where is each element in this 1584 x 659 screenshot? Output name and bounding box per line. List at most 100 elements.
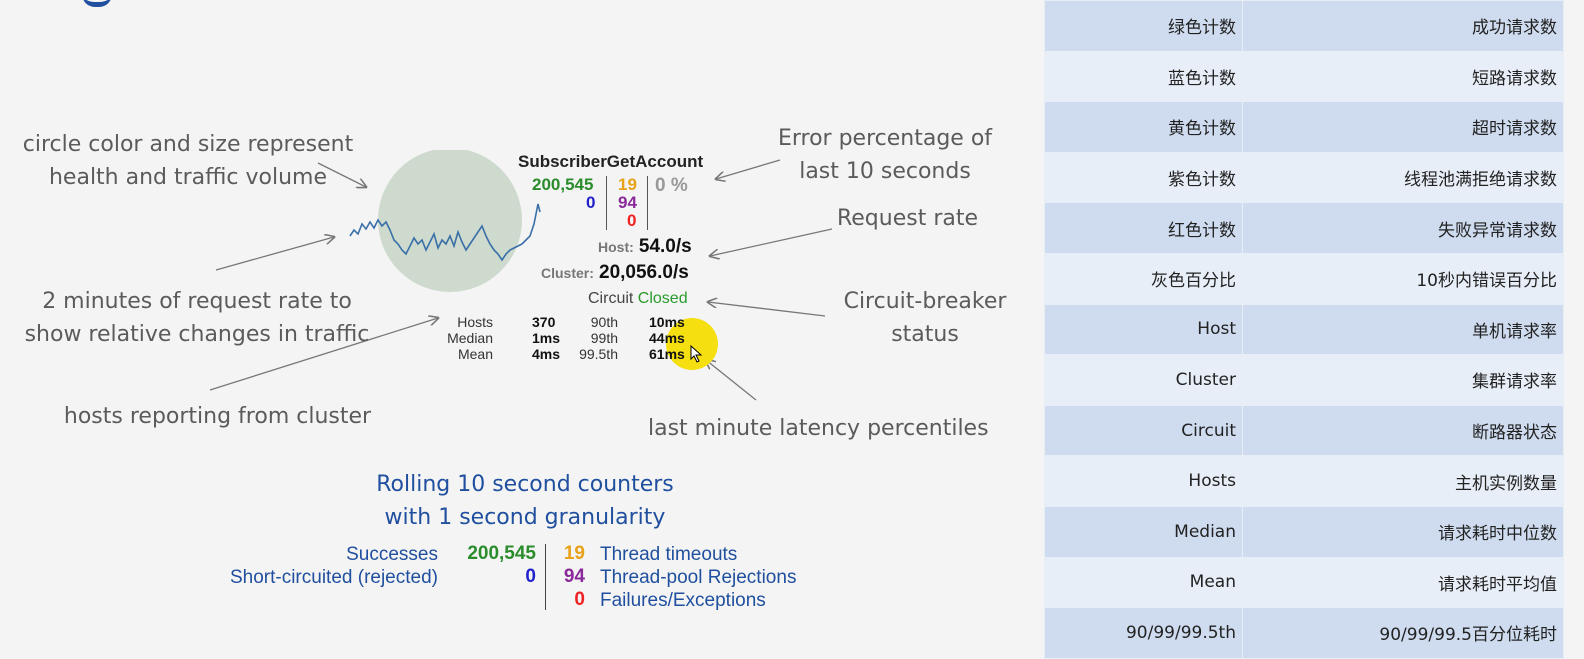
stats-label: Hosts [457,314,493,330]
annotation-error-pct: Error percentage of last 10 seconds [770,122,1000,188]
host-rate: 54.0/s [638,236,692,257]
table-cell-key: Circuit [1044,404,1243,457]
stats-ms: 10ms [649,314,685,330]
table-row: 黄色计数 超时请求数 [1044,101,1564,153]
legend-successes-value: 200,545 [467,543,536,564]
circuit-status-row: Circuit Closed [588,290,688,308]
table-row: 灰色百分比 10秒内错误百分比 [1044,252,1564,305]
metric-mapping-table: 绿色计数 成功请求数 蓝色计数 短路请求数 黄色计数 超时请求数 紫色计数 线程池满拒绝请求数… [1044,0,1564,659]
table-row: Median 请求耗时中位数 [1044,505,1564,558]
annotation-rate-line1: 2 minutes of request rate to [42,289,352,314]
table-cell-value: 集群请求率 [1242,354,1564,406]
annotation-rate-line2: show relative changes in traffic [24,322,370,347]
table-cell-key: Mean [1044,556,1243,609]
table-row: Hosts 主机实例数量 [1044,455,1564,507]
table-cell-value: 断路器状态 [1242,404,1564,457]
annotation-hosts: hosts reporting from cluster [63,404,372,429]
table-cell-value: 超时请求数 [1242,101,1564,153]
legend-successes-label: Successes [346,544,438,565]
legend-short-value: 0 [525,566,536,587]
circuit-label: Circuit [588,290,634,307]
stats-value: 370 [532,314,556,330]
table-cell-key: 红色计数 [1044,202,1243,254]
counter-divider [606,176,607,230]
stats-ms: 61ms [649,346,685,362]
stats-label: Mean [457,346,493,362]
annotation-error-line2: last 10 seconds [799,159,971,184]
rejection-count: 94 [618,193,637,212]
annotation-error-line1: Error percentage of [777,126,993,151]
command-name: SubscriberGetAccount [518,152,704,171]
circuit-status: Closed [637,290,688,307]
timeout-count: 19 [618,175,637,194]
legend-title: Rolling 10 second counters with 1 second… [350,468,700,534]
annotation-arrows [209,159,833,401]
legend-failures-label: Failures/Exceptions [600,590,766,611]
stats-percentile: 99th [590,330,618,346]
table-cell-value: 短路请求数 [1242,50,1564,103]
annotation-request-rate: Request rate [836,206,979,231]
table-cell-key: 黄色计数 [1044,101,1243,153]
legend-failures-value: 0 [574,589,585,610]
cluster-rate-row: Cluster: 20,056.0/s [541,262,689,284]
table-row: 蓝色计数 短路请求数 [1044,50,1564,103]
failure-count: 0 [627,211,637,230]
counter-divider-2 [647,176,648,230]
annotation-breaker-line1: Circuit-breaker [843,289,1007,314]
annotation-circle-line2: health and traffic volume [48,165,328,190]
legend-short-label: Short-circuited (rejected) [229,567,438,588]
health-circle-graph [349,150,541,292]
table-cell-key: 灰色百分比 [1044,252,1243,305]
table-cell-key: 紫色计数 [1044,151,1243,204]
legend-title-line1: Rolling 10 second counters [376,472,674,497]
annotation-rate-history: 2 minutes of request rate to show relati… [22,285,372,351]
host-rate-row: Host: 54.0/s [598,236,692,258]
cluster-rate: 20,056.0/s [599,262,689,283]
legend-rejections-label: Thread-pool Rejections [600,567,797,588]
host-label: Host: [598,239,634,255]
annotation-latency: last minute latency percentiles [648,416,989,441]
table-cell-value: 请求耗时中位数 [1242,505,1564,558]
table-row: Mean 请求耗时平均值 [1044,556,1564,609]
table-row: 红色计数 失败异常请求数 [1044,202,1564,254]
cluster-label: Cluster: [541,265,594,281]
table-cell-value: 线程池满拒绝请求数 [1242,151,1564,204]
table-cell-key: Hosts [1044,455,1243,507]
table-row: 绿色计数 成功请求数 [1044,0,1564,52]
table-row: 90/99/99.5th 90/99/99.5百分位耗时 [1044,607,1564,659]
table-cell-key: 90/99/99.5th [1044,607,1243,659]
legend-title-line2: with 1 second granularity [384,505,666,530]
request-rate-sparkline [349,203,541,262]
table-cell-key: Median [1044,505,1243,558]
table-cell-key: 绿色计数 [1044,0,1243,52]
title-fragment [60,0,120,7]
annotation-breaker-line2: status [891,322,959,347]
annotation-circle: circle color and size represent health a… [20,128,356,194]
table-cell-value: 90/99/99.5百分位耗时 [1242,607,1564,659]
table-cell-value: 成功请求数 [1242,0,1564,52]
stats-ms: 44ms [649,330,685,346]
legend-timeouts-label: Thread timeouts [600,544,738,565]
table-cell-value: 请求耗时平均值 [1242,556,1564,609]
stats-label: Median [447,330,493,346]
table-cell-key: Host [1044,303,1243,356]
table-row: 紫色计数 线程池满拒绝请求数 [1044,151,1564,204]
stats-percentile: 99.5th [579,346,618,362]
error-percentage: 0 % [655,175,688,196]
stats-value: 4ms [532,346,561,362]
stats-percentile: 90th [590,314,618,330]
cursor-highlight [666,318,718,370]
health-circle [378,150,522,292]
legend-rejections-value: 94 [563,566,585,587]
table-cell-value: 主机实例数量 [1242,455,1564,507]
legend-timeouts-value: 19 [563,543,585,564]
mouse-cursor-icon [690,345,703,363]
table-cell-key: Cluster [1044,354,1243,406]
short-circuit-count: 0 [586,193,596,212]
table-row: Cluster 集群请求率 [1044,354,1564,406]
annotation-breaker: Circuit-breaker status [830,285,1020,351]
table-cell-value: 单机请求率 [1242,303,1564,356]
annotation-circle-line1: circle color and size represent [22,132,354,157]
legend-divider [545,544,546,610]
table-row: Host 单机请求率 [1044,303,1564,356]
